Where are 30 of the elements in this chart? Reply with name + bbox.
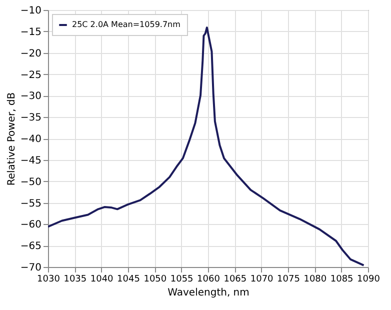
x-tick-label: 1060 <box>197 274 220 284</box>
y-tick-label: −35 <box>20 112 42 124</box>
x-tick-label: 1030 <box>37 274 60 284</box>
y-tick-label: −70 <box>20 262 42 274</box>
y-tick-label: −30 <box>20 91 42 102</box>
x-tick-label: 1085 <box>330 274 354 284</box>
x-tick-label: 1065 <box>224 274 247 284</box>
x-tick-label: 1035 <box>64 274 87 284</box>
y-tick-label: −60 <box>20 220 42 231</box>
y-tick-label: −10 <box>20 6 42 16</box>
x-tick-label: 1040 <box>90 274 114 284</box>
y-tick-label: −55 <box>20 198 42 210</box>
y-tick-label: −50 <box>20 176 42 188</box>
y-axis-title: Relative Power, dB <box>6 92 18 186</box>
y-tick-label: −40 <box>20 134 42 145</box>
x-axis-title: Wavelength, nm <box>168 288 250 298</box>
x-tick-label: 1070 <box>250 274 274 284</box>
x-tick-label: 1080 <box>304 274 327 284</box>
y-tick-label: −20 <box>20 48 42 60</box>
line-series <box>48 26 365 266</box>
y-tick-label: −65 <box>20 241 42 252</box>
x-tick-label: 1090 <box>357 274 380 284</box>
y-tick-label: −25 <box>20 70 42 81</box>
x-tick-label: 1075 <box>277 274 300 284</box>
x-tick-label: 1050 <box>144 274 167 284</box>
y-tick-label: −15 <box>20 26 42 38</box>
y-tick-label: −45 <box>20 155 42 166</box>
x-tick-label: 1045 <box>117 274 140 284</box>
legend-label: 25C 2.0A Mean=1059.7nm <box>72 20 181 29</box>
x-tick-label: 1055 <box>170 274 194 284</box>
